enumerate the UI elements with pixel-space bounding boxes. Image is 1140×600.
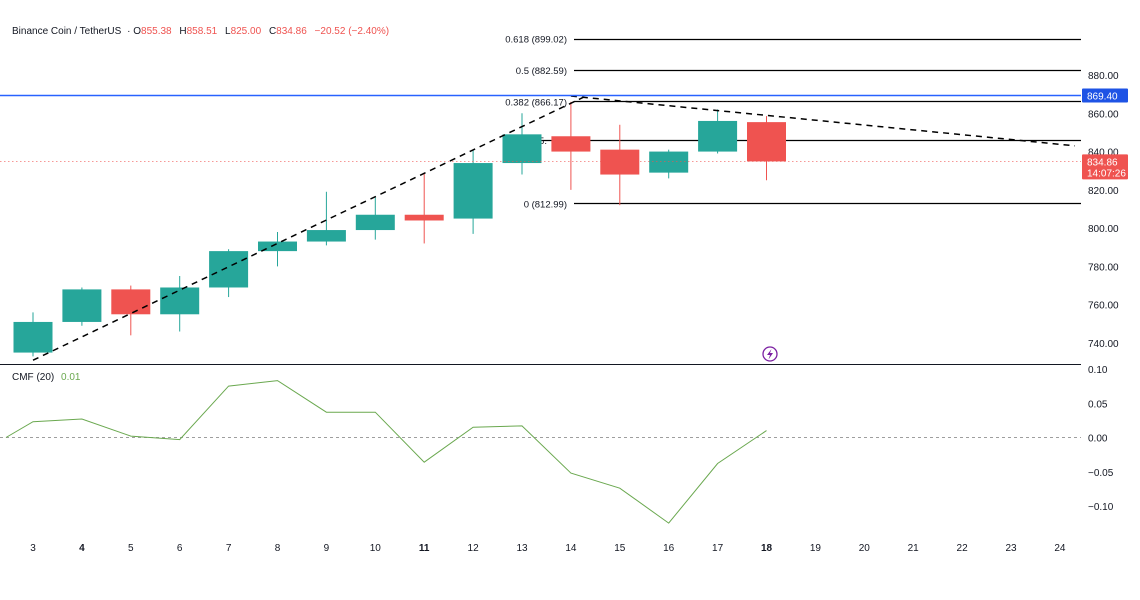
price-tick-label: 760.00	[1088, 301, 1119, 312]
candle-body	[600, 149, 640, 175]
change-value: −20.52 (−2.40%)	[315, 26, 390, 37]
price-tick-label: 820.00	[1088, 186, 1119, 197]
fib-level-label: 0.5 (882.59)	[516, 66, 567, 77]
fib-level-label: 0.382 (866.17)	[505, 97, 567, 108]
low-label: L	[225, 26, 231, 37]
price-tick-label: 800.00	[1088, 224, 1119, 235]
indicator-value: 0.01	[61, 372, 81, 383]
candle-body	[649, 151, 689, 173]
time-tick-label: 22	[957, 543, 969, 554]
fib-level-label: 0 (812.99)	[524, 199, 567, 210]
price-tick-label: 860.00	[1088, 109, 1119, 120]
trendline-dashed[interactable]	[32, 95, 587, 361]
time-tick-label: 21	[908, 543, 920, 554]
time-tick-label: 19	[810, 543, 822, 554]
cmf-line	[5, 380, 767, 524]
level-price-badge-text: 869.40	[1087, 92, 1118, 103]
cmf-tick-label: 0.00	[1088, 434, 1108, 445]
time-tick-label: 16	[663, 543, 675, 554]
time-tick-label: 6	[177, 543, 183, 554]
candle-body	[258, 241, 297, 252]
last-price-badge	[1082, 154, 1128, 180]
time-axis[interactable]: 3 4 5 6 7 8 9 10 11 12 13 14 15 16 17 18 19 20 21 22 23 24	[30, 543, 1066, 554]
level-price-badge	[1082, 88, 1128, 103]
last-price-badge-text: 834.86	[1087, 157, 1118, 168]
time-tick-label: 12	[468, 543, 480, 554]
candle-body	[62, 289, 102, 322]
indicator-label: CMF (20)	[12, 372, 54, 383]
chart-legend-header: Binance Coin / TetherUS · O855.38 H858.5…	[12, 26, 389, 37]
close-label: C	[269, 26, 276, 37]
high-value: 858.51	[187, 26, 218, 37]
time-tick-label: 3	[30, 543, 36, 554]
time-tick-label: 9	[324, 543, 330, 554]
fib-level-label-partial: 5.	[539, 136, 547, 147]
symbol-name: Binance Coin / TetherUS	[12, 26, 122, 37]
candlestick-series	[13, 101, 786, 357]
time-tick-label: 8	[275, 543, 281, 554]
time-tick-label: 13	[516, 543, 528, 554]
candle-body	[13, 321, 53, 353]
candle-body	[502, 134, 542, 164]
trendline-dashed[interactable]	[570, 95, 1075, 147]
time-tick-label: 4	[79, 543, 85, 554]
fib-level-label: 0.618 (899.02)	[505, 35, 567, 46]
dot-separator: ·	[127, 26, 130, 37]
cmf-pane: 0.10 0.05 0.00 −0.05 −0.10	[0, 365, 1114, 524]
price-tick-label: 880.00	[1088, 71, 1119, 82]
time-tick-label: 5	[128, 543, 134, 554]
price-tick-label: 780.00	[1088, 262, 1119, 273]
candle-body	[111, 289, 151, 315]
low-value: 825.00	[231, 26, 262, 37]
indicator-legend: CMF (20) 0.01	[12, 372, 81, 383]
trendlines[interactable]	[32, 95, 1075, 361]
time-tick-label: 18	[761, 543, 773, 554]
time-tick-label: 10	[370, 543, 382, 554]
candle-body	[747, 122, 786, 162]
time-tick-label: 11	[419, 543, 430, 554]
candle-body	[453, 163, 493, 219]
price-tick-label: 740.00	[1088, 339, 1119, 350]
cmf-tick-label: 0.05	[1088, 399, 1108, 410]
close-value: 834.86	[276, 26, 307, 37]
candle-body	[209, 251, 249, 288]
candle-body	[404, 214, 444, 221]
price-tick-label: 840.00	[1088, 148, 1119, 159]
candle-body	[551, 136, 591, 152]
cmf-tick-label: −0.05	[1088, 468, 1114, 479]
candle-body	[355, 214, 395, 231]
open-label: O	[133, 26, 141, 37]
cmf-tick-label: −0.10	[1088, 502, 1114, 513]
lightning-alert-icon[interactable]	[762, 346, 778, 362]
price-axis: 740.00 760.00 780.00 800.00 820.00 840.00 860.…	[1088, 71, 1119, 350]
cmf-tick-label: 0.10	[1088, 365, 1108, 376]
countdown-badge-text: 14:07:26	[1087, 168, 1126, 179]
candle-body	[306, 230, 346, 242]
time-tick-label: 7	[226, 543, 232, 554]
fibonacci-retracement[interactable]: 0.618 (899.02) 0.5 (882.59) 0.382 (866.17)…	[505, 35, 1081, 211]
time-tick-label: 24	[1054, 543, 1066, 554]
time-tick-label: 15	[614, 543, 626, 554]
candle-body	[160, 287, 200, 315]
high-label: H	[179, 26, 186, 37]
time-tick-label: 14	[565, 543, 577, 554]
time-tick-label: 17	[712, 543, 724, 554]
time-tick-label: 20	[859, 543, 871, 554]
open-value: 855.38	[141, 26, 172, 37]
time-tick-label: 23	[1005, 543, 1017, 554]
candle-body	[698, 120, 738, 152]
